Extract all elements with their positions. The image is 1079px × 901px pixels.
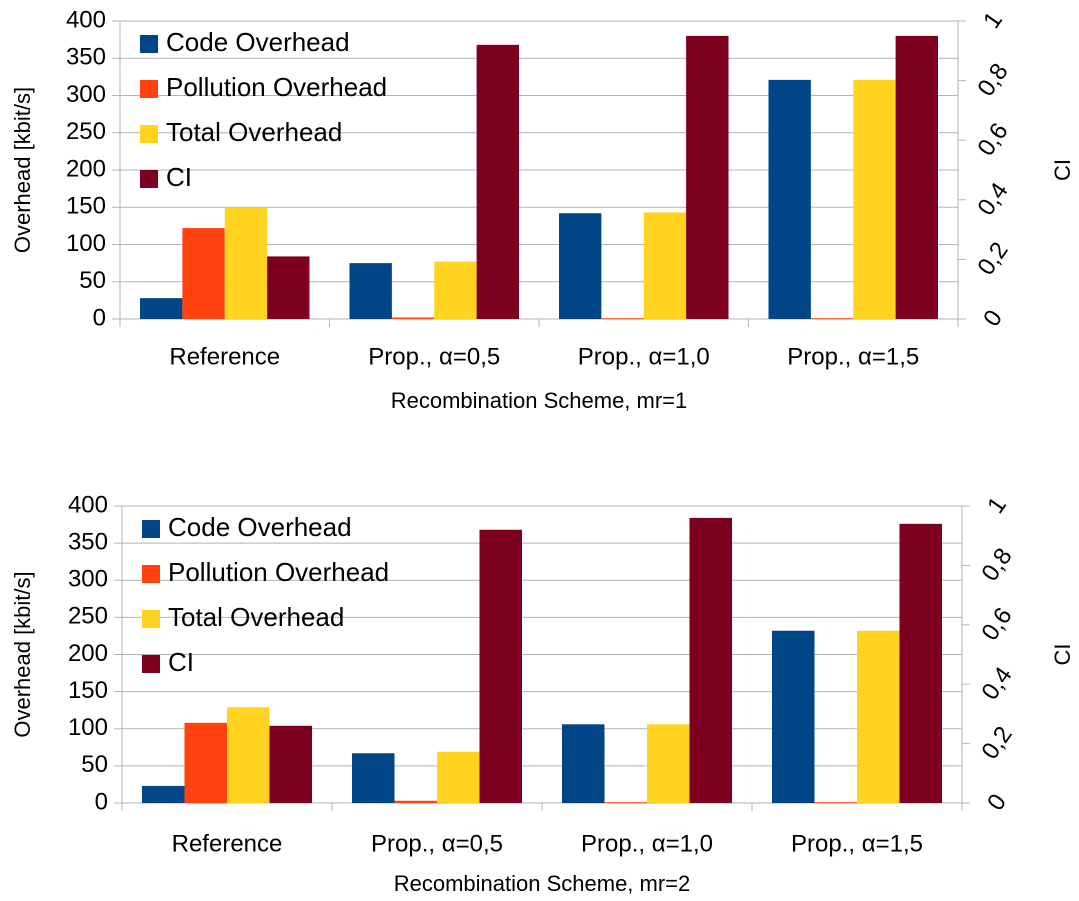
y2-tick-label: 0 [982, 789, 1012, 815]
bar [437, 751, 480, 803]
bar [434, 261, 477, 319]
bar [814, 802, 857, 804]
bar [689, 517, 732, 803]
y2-tick-label: 1 [982, 492, 1012, 518]
legend-label: Pollution Overhead [166, 72, 387, 102]
bar [227, 707, 270, 803]
y-tick-label: 400 [66, 6, 106, 33]
y2-tick-label: 0,2 [972, 237, 1013, 280]
y2-tick-label: 0 [978, 305, 1008, 331]
y-tick-label: 250 [66, 118, 106, 145]
y-axis-label: Overhead [kbit/s] [10, 571, 35, 737]
legend-label: Total Overhead [168, 602, 344, 632]
x-tick-label: Reference [172, 830, 283, 857]
y-tick-label: 150 [66, 193, 106, 220]
legend-swatch [142, 520, 160, 538]
y-tick-label: 200 [66, 155, 106, 182]
legend-label: CI [166, 162, 192, 192]
y2-axis-label: CI [1050, 644, 1075, 666]
y2-tick-label: 0,8 [976, 543, 1017, 586]
legend-swatch [140, 35, 158, 53]
legend-swatch [142, 655, 160, 673]
y2-tick-label: 0,6 [972, 118, 1013, 161]
y2-tick-label: 0,4 [976, 662, 1017, 705]
chart: 0 50 100 150 200 250 300 350 400 0 0,2 0,4 0,6 0,8 1 Re… [10, 6, 1075, 412]
bar [895, 35, 938, 320]
legend-label: Pollution Overhead [168, 557, 389, 587]
bar [479, 529, 522, 803]
y-tick-label: 50 [79, 267, 106, 294]
bar [267, 256, 310, 319]
legend-swatch [142, 565, 160, 583]
bar [352, 753, 395, 803]
y-axis-label: Overhead [kbit/s] [10, 87, 35, 253]
x-tick-label: Prop., α=0,5 [371, 830, 503, 857]
y-tick-label: 200 [68, 640, 108, 667]
bar [768, 79, 811, 319]
y2-tick-label: 0,8 [972, 59, 1013, 102]
bar [857, 630, 900, 803]
legend-swatch [140, 170, 158, 188]
y-tick-label: 350 [68, 528, 108, 555]
bar [853, 79, 896, 319]
y2-tick-label: 0,6 [976, 603, 1017, 646]
x-tick-label: Prop., α=1,0 [578, 343, 710, 370]
y-tick-label: 0 [93, 304, 106, 331]
bar [349, 263, 392, 319]
bar [810, 318, 854, 320]
bar [601, 318, 644, 320]
legend-label: Total Overhead [166, 117, 342, 147]
bar [772, 630, 815, 803]
bar [562, 724, 605, 803]
legend-swatch [140, 80, 158, 98]
y-tick-label: 150 [68, 677, 108, 704]
y-tick-label: 100 [68, 714, 108, 741]
x-axis-label: Recombination Scheme, mr=1 [391, 388, 688, 413]
x-tick-label: Prop., α=1,0 [581, 830, 713, 857]
y-tick-label: 300 [68, 566, 108, 593]
y2-tick-label: 1 [978, 7, 1008, 33]
x-tick-label: Reference [169, 343, 280, 370]
x-tick-label: Prop., α=1,5 [787, 343, 919, 370]
y2-axis-label: CI [1050, 159, 1075, 181]
legend-label: Code Overhead [166, 27, 350, 57]
legend-swatch [140, 125, 158, 143]
legend-label: Code Overhead [168, 512, 352, 542]
bar [391, 317, 435, 319]
y-tick-label: 0 [95, 788, 108, 815]
x-axis-label: Recombination Scheme, mr=2 [394, 871, 691, 896]
x-tick-label: Prop., α=1,5 [791, 830, 923, 857]
bar [182, 228, 225, 319]
y-tick-label: 350 [66, 44, 106, 71]
bar [643, 212, 687, 319]
bar [899, 523, 942, 803]
bar [686, 35, 729, 320]
chart: 0 50 100 150 200 250 300 350 400 0 0,2 0,4 0,6 0,8 1 Re… [10, 491, 1075, 895]
bar [647, 724, 690, 803]
bar [140, 298, 183, 319]
bar [604, 802, 647, 804]
bar [224, 207, 268, 319]
y-tick-label: 400 [68, 491, 108, 518]
bar [394, 800, 437, 803]
bar [142, 785, 185, 803]
y2-tick-label: 0,4 [972, 178, 1013, 221]
y-tick-label: 100 [66, 230, 106, 257]
bar [559, 213, 602, 319]
y-tick-label: 300 [66, 81, 106, 108]
legend-swatch [142, 610, 160, 628]
bar [476, 44, 519, 320]
bar [269, 725, 312, 803]
y-tick-label: 50 [81, 751, 108, 778]
y2-tick-label: 0,2 [976, 722, 1017, 765]
y-tick-label: 250 [68, 603, 108, 630]
legend-label: CI [168, 647, 194, 677]
bar [184, 722, 227, 803]
x-tick-label: Prop., α=0,5 [368, 343, 500, 370]
